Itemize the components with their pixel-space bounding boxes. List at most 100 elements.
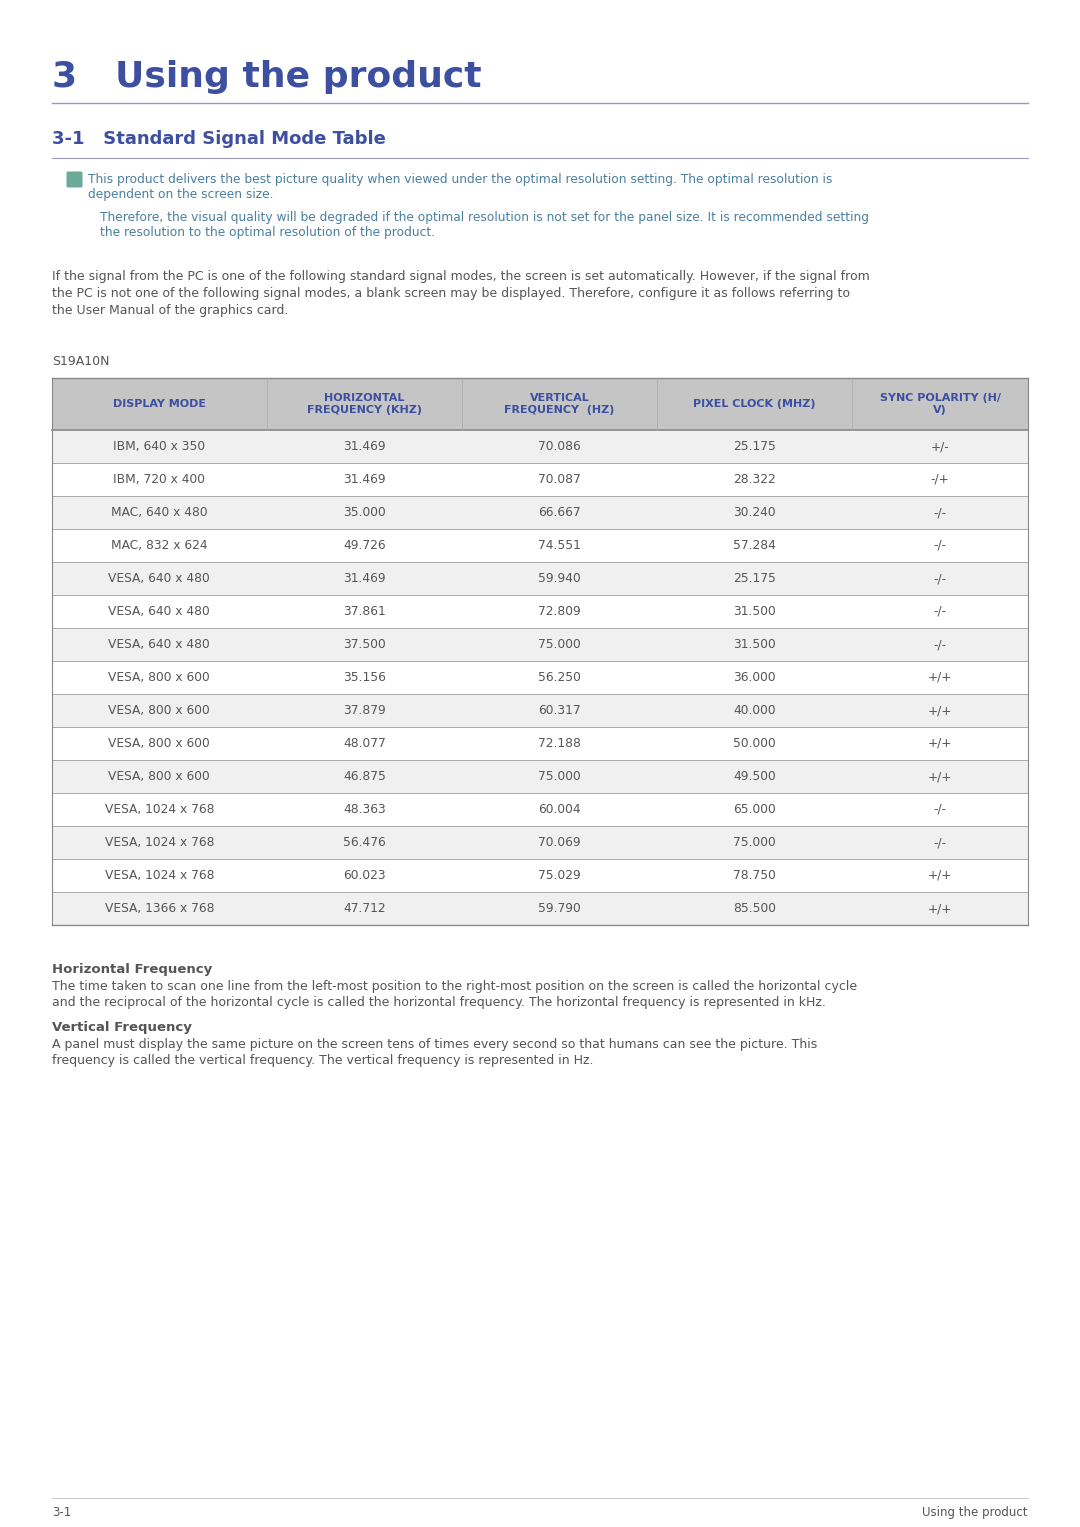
Text: +/+: +/+ [928,770,953,783]
Text: Using the product: Using the product [922,1506,1028,1519]
Text: VESA, 1024 x 768: VESA, 1024 x 768 [105,803,214,815]
Text: This product delivers the best picture quality when viewed under the optimal res: This product delivers the best picture q… [87,173,833,186]
Text: VESA, 1366 x 768: VESA, 1366 x 768 [105,902,214,915]
Text: -/-: -/- [933,638,947,651]
Text: 31.469: 31.469 [343,440,386,454]
Text: 56.476: 56.476 [343,835,386,849]
Text: 25.175: 25.175 [733,440,777,454]
Text: 37.879: 37.879 [343,704,386,718]
Text: VESA, 800 x 600: VESA, 800 x 600 [108,670,211,684]
Bar [52,562,1028,596]
Bar [52,528,1028,562]
Text: 49.726: 49.726 [343,539,386,551]
Text: -/+: -/+ [931,473,949,486]
Text: 50.000: 50.000 [733,738,777,750]
Text: The time taken to scan one line from the left-most position to the right-most po: The time taken to scan one line from the… [52,980,858,993]
Text: 72.188: 72.188 [538,738,581,750]
Text: -/-: -/- [933,835,947,849]
Text: 65.000: 65.000 [733,803,777,815]
Text: -/-: -/- [933,573,947,585]
Text: the User Manual of the graphics card.: the User Manual of the graphics card. [52,304,288,318]
Text: +/+: +/+ [928,704,953,718]
Text: PIXEL CLOCK (MHZ): PIXEL CLOCK (MHZ) [693,399,816,409]
Text: VERTICAL
FREQUENCY  (HZ): VERTICAL FREQUENCY (HZ) [504,392,615,415]
Bar [52,463,1028,496]
Text: 31.469: 31.469 [343,473,386,486]
Bar [52,727,1028,760]
Text: -/-: -/- [933,605,947,618]
Text: 31.469: 31.469 [343,573,386,585]
Text: VESA, 640 x 480: VESA, 640 x 480 [108,605,211,618]
Text: A panel must display the same picture on the screen tens of times every second s: A panel must display the same picture on… [52,1038,818,1051]
Text: +/+: +/+ [928,869,953,883]
Text: 49.500: 49.500 [733,770,777,783]
Bar [52,892,1028,925]
Text: 37.500: 37.500 [343,638,386,651]
Text: 25.175: 25.175 [733,573,777,585]
Text: SYNC POLARITY (H/
V): SYNC POLARITY (H/ V) [880,392,1001,415]
Text: 56.250: 56.250 [538,670,581,684]
Text: VESA, 800 x 600: VESA, 800 x 600 [108,738,211,750]
Text: S19A10N: S19A10N [52,354,109,368]
Text: dependent on the screen size.: dependent on the screen size. [87,188,273,202]
Text: 60.023: 60.023 [343,869,386,883]
Text: 30.240: 30.240 [733,505,777,519]
Text: frequency is called the vertical frequency. The vertical frequency is represente: frequency is called the vertical frequen… [52,1054,594,1067]
Text: 75.029: 75.029 [538,869,581,883]
Text: 70.086: 70.086 [538,440,581,454]
Text: 66.667: 66.667 [538,505,581,519]
Text: 3   Using the product: 3 Using the product [52,60,482,95]
Text: 70.087: 70.087 [538,473,581,486]
Text: -/-: -/- [933,505,947,519]
Text: 35.000: 35.000 [343,505,386,519]
Text: 47.712: 47.712 [343,902,386,915]
Text: the resolution to the optimal resolution of the product.: the resolution to the optimal resolution… [100,226,435,240]
Bar [52,793,1028,826]
Text: 36.000: 36.000 [733,670,777,684]
Text: 60.004: 60.004 [538,803,581,815]
Text: 57.284: 57.284 [733,539,777,551]
Text: and the reciprocal of the horizontal cycle is called the horizontal frequency. T: and the reciprocal of the horizontal cyc… [52,996,826,1009]
Text: 3-1: 3-1 [52,1506,71,1519]
Text: HORIZONTAL
FREQUENCY (KHZ): HORIZONTAL FREQUENCY (KHZ) [307,392,422,415]
Text: Therefore, the visual quality will be degraded if the optimal resolution is not : Therefore, the visual quality will be de… [100,211,869,224]
Text: 72.809: 72.809 [538,605,581,618]
Text: 31.500: 31.500 [733,638,777,651]
Text: +/-: +/- [931,440,949,454]
Text: Vertical Frequency: Vertical Frequency [52,1022,192,1034]
Text: 46.875: 46.875 [342,770,386,783]
FancyBboxPatch shape [67,171,82,188]
Text: 3-1   Standard Signal Mode Table: 3-1 Standard Signal Mode Table [52,130,386,148]
Text: 37.861: 37.861 [343,605,386,618]
Text: 40.000: 40.000 [733,704,777,718]
Text: IBM, 640 x 350: IBM, 640 x 350 [113,440,205,454]
Text: 60.317: 60.317 [538,704,581,718]
Text: 59.940: 59.940 [538,573,581,585]
Bar [52,431,1028,463]
Text: +/+: +/+ [928,670,953,684]
Text: VESA, 800 x 600: VESA, 800 x 600 [108,770,211,783]
Text: the PC is not one of the following signal modes, a blank screen may be displayed: the PC is not one of the following signa… [52,287,850,299]
Text: VESA, 640 x 480: VESA, 640 x 480 [108,638,211,651]
Text: IBM, 720 x 400: IBM, 720 x 400 [113,473,205,486]
Bar [52,496,1028,528]
Text: DISPLAY MODE: DISPLAY MODE [113,399,206,409]
Bar [52,628,1028,661]
Text: 59.790: 59.790 [538,902,581,915]
Text: MAC, 832 x 624: MAC, 832 x 624 [111,539,207,551]
Text: 85.500: 85.500 [733,902,777,915]
Bar [52,826,1028,860]
Bar [52,596,1028,628]
Bar [52,860,1028,892]
Text: 28.322: 28.322 [733,473,777,486]
Text: 75.000: 75.000 [733,835,777,849]
Text: VESA, 1024 x 768: VESA, 1024 x 768 [105,869,214,883]
Text: 70.069: 70.069 [538,835,581,849]
Bar [52,760,1028,793]
Text: VESA, 800 x 600: VESA, 800 x 600 [108,704,211,718]
Bar [52,693,1028,727]
Text: 48.077: 48.077 [343,738,386,750]
Text: 75.000: 75.000 [538,770,581,783]
Text: 78.750: 78.750 [733,869,777,883]
Bar [52,661,1028,693]
